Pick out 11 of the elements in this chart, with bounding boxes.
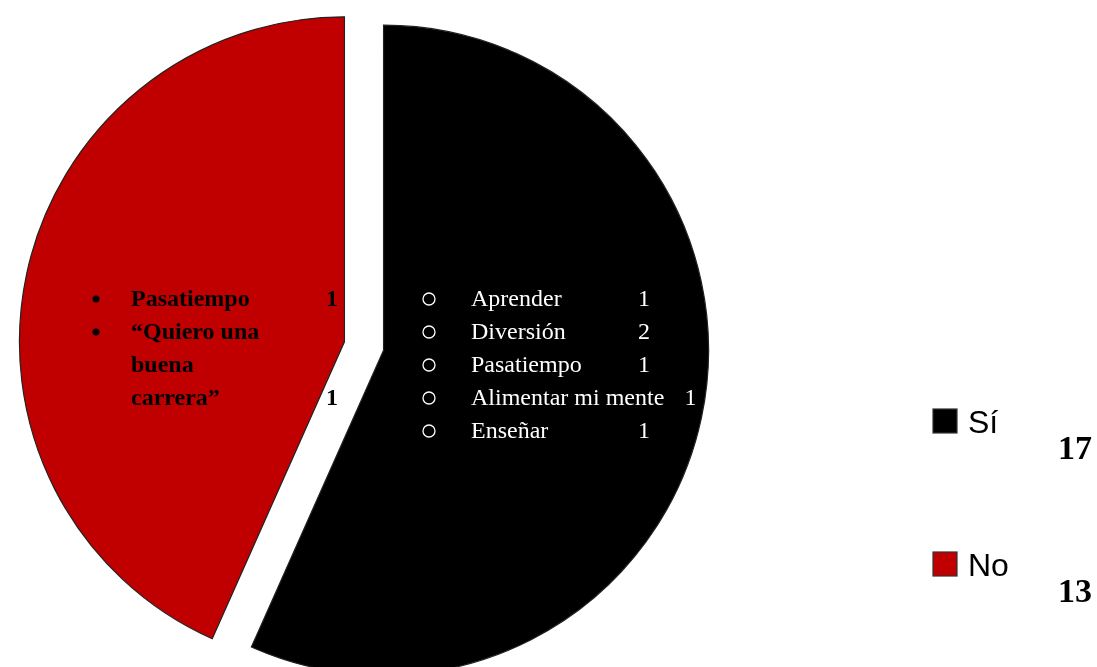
text: Alimentar mi mente 1: [471, 384, 697, 410]
legend-label: Sí: [968, 404, 999, 440]
text: Diversión 2: [471, 318, 650, 344]
legend-label: No: [968, 547, 1009, 583]
text: Aprender 1: [471, 285, 650, 311]
text: Enseñar 1: [471, 417, 650, 443]
text: Pasatiempo 1: [471, 351, 650, 377]
data-label: 13: [1058, 572, 1092, 609]
text: Pasatiempo 1: [131, 285, 338, 311]
text: “Quiero una buena carrera” 1: [131, 318, 338, 410]
data-label: 17: [1058, 429, 1092, 466]
